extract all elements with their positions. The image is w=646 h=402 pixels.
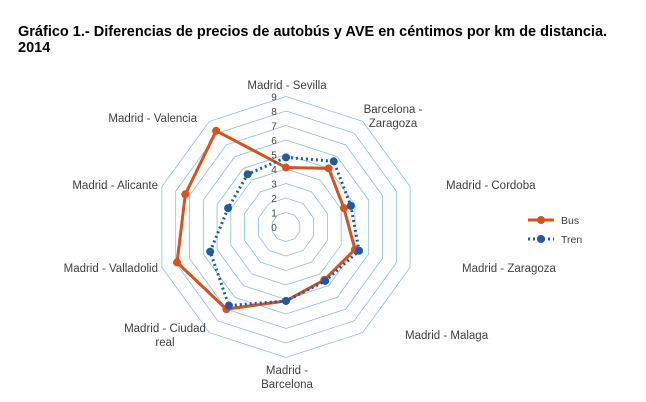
data-point-bus bbox=[173, 258, 182, 267]
axis-label: real bbox=[155, 337, 174, 349]
data-point-tren bbox=[321, 276, 330, 285]
axis-label: Madrid - Malaga bbox=[405, 330, 489, 342]
data-point-tren bbox=[329, 157, 338, 166]
data-point-bus bbox=[181, 190, 190, 199]
data-point-tren bbox=[224, 204, 233, 213]
axis-label: Madrid - Alicante bbox=[72, 180, 158, 192]
tick-label: 1 bbox=[271, 209, 277, 220]
tick-label: 5 bbox=[271, 151, 277, 162]
axis-label: Barcelona bbox=[261, 379, 313, 391]
data-point-bus bbox=[339, 204, 348, 213]
axis-label: Barcelona - bbox=[364, 104, 423, 116]
legend-marker-tren bbox=[537, 235, 545, 243]
tick-label: 9 bbox=[271, 93, 277, 104]
data-point-bus bbox=[212, 126, 221, 135]
data-point-tren bbox=[224, 301, 233, 310]
data-point-tren bbox=[346, 201, 355, 210]
axis-label: Madrid - Cordoba bbox=[446, 180, 536, 192]
grid-ring bbox=[161, 96, 411, 358]
grid-ring bbox=[175, 110, 397, 344]
legend-label-tren: Tren bbox=[561, 234, 582, 246]
tick-label: 2 bbox=[271, 194, 277, 205]
data-point-tren bbox=[355, 246, 364, 255]
tick-label: 0 bbox=[271, 223, 277, 234]
tick-label: 8 bbox=[271, 107, 277, 118]
tick-label: 7 bbox=[271, 122, 277, 133]
grid-ring bbox=[230, 168, 342, 286]
data-point-tren bbox=[243, 170, 252, 179]
grid-ring bbox=[202, 139, 370, 315]
grid-ring bbox=[271, 212, 301, 242]
data-point-bus bbox=[324, 164, 333, 173]
axis-label: Madrid - bbox=[266, 365, 308, 377]
data-point-tren bbox=[282, 153, 290, 162]
legend-marker-bus bbox=[537, 216, 545, 224]
grid-ring bbox=[216, 154, 356, 300]
legend-label-bus: Bus bbox=[561, 215, 579, 227]
axis-label: Madrid - Ciudad bbox=[124, 323, 206, 335]
data-point-bus bbox=[282, 163, 290, 172]
tick-label: 6 bbox=[271, 136, 277, 147]
data-point-tren bbox=[282, 296, 290, 305]
tick-label: 3 bbox=[271, 180, 277, 191]
grid-ring bbox=[258, 197, 314, 257]
grid-ring bbox=[189, 125, 383, 329]
chart-title: Gráfico 1.- Diferencias de precios de au… bbox=[18, 24, 608, 56]
data-point-tren bbox=[206, 247, 215, 256]
grid-ring bbox=[244, 183, 328, 271]
tick-label: 4 bbox=[271, 165, 277, 176]
axis-label: Madrid - Valladolid bbox=[64, 263, 158, 275]
axis-label: Madrid - Valencia bbox=[108, 113, 197, 125]
axis-label: Zaragoza bbox=[369, 118, 418, 130]
axis-label: Madrid - Sevilla bbox=[247, 80, 327, 92]
axis-label: Madrid - Zaragoza bbox=[462, 263, 557, 275]
